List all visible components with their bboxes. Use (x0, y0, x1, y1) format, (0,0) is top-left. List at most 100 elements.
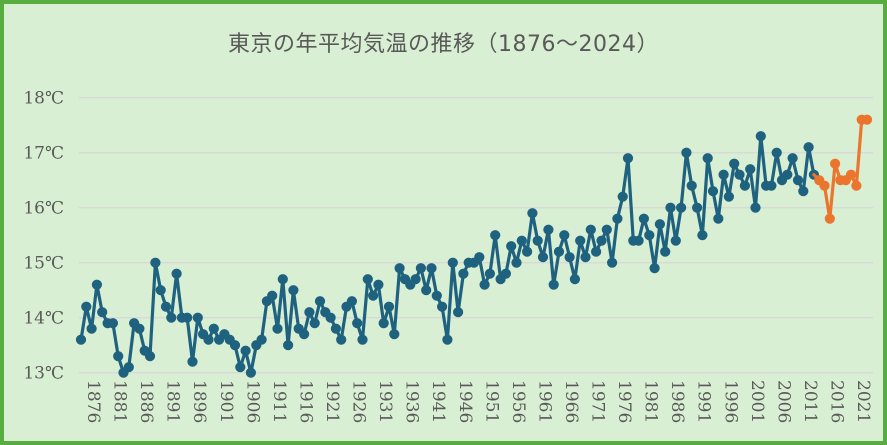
data-point-1994 (702, 153, 713, 164)
x-axis-label-1966: 1966 (561, 380, 581, 423)
data-point-2016 (819, 180, 830, 191)
data-point-1959 (516, 235, 527, 246)
data-point-1965 (548, 279, 559, 290)
x-axis-label-1886: 1886 (136, 380, 156, 423)
data-point-2006 (766, 180, 777, 191)
data-point-1877 (81, 301, 92, 312)
data-point-2011 (792, 175, 804, 186)
data-point-1932 (373, 279, 384, 290)
x-axis-label-1991: 1991 (694, 380, 714, 423)
data-point-1883 (113, 351, 124, 362)
x-axis-label-1961: 1961 (534, 380, 554, 423)
x-axis-label-2006: 2006 (773, 380, 793, 423)
data-point-1941 (421, 285, 432, 296)
data-point-1892 (160, 301, 172, 312)
data-point-1985 (654, 219, 666, 230)
data-point-1997 (718, 169, 729, 180)
data-point-1913 (272, 323, 283, 334)
data-point-1882 (107, 318, 118, 329)
data-point-2021 (846, 169, 857, 180)
data-point-1968 (564, 252, 575, 263)
data-point-1952 (479, 279, 490, 290)
data-point-1973 (591, 246, 602, 257)
x-axis-label-1906: 1906 (242, 380, 262, 423)
data-point-1944 (437, 301, 448, 312)
data-point-1878 (86, 323, 97, 334)
x-axis-label-1881: 1881 (110, 380, 130, 423)
x-axis-label-1976: 1976 (614, 380, 634, 423)
data-point-1953 (484, 268, 495, 279)
x-axis-label-1931: 1931 (375, 380, 395, 423)
x-axis-label-1876: 1876 (83, 380, 103, 423)
data-point-1958 (511, 257, 522, 268)
data-point-1957 (506, 241, 517, 252)
data-point-1919 (304, 307, 315, 318)
data-point-1982 (638, 213, 650, 224)
data-point-1887 (134, 323, 145, 334)
data-point-1995 (707, 186, 719, 197)
x-axis-label-1951: 1951 (481, 380, 501, 423)
data-point-1964 (543, 224, 554, 235)
data-point-2022 (851, 180, 862, 191)
y-axis-label-15: 15℃ (23, 254, 64, 274)
y-axis-label-14: 14℃ (23, 309, 64, 329)
data-point-1998 (723, 191, 735, 202)
data-point-1879 (91, 279, 102, 290)
data-point-1963 (537, 252, 549, 263)
data-point-1933 (378, 318, 389, 329)
y-axis-label-17: 17℃ (23, 144, 64, 164)
x-axis-label-1916: 1916 (295, 380, 315, 423)
x-axis-label-1926: 1926 (349, 380, 369, 423)
x-axis-label-1901: 1901 (216, 380, 236, 423)
data-point-2009 (782, 169, 793, 180)
data-point-1916 (288, 285, 299, 296)
data-point-1898 (192, 312, 203, 323)
data-point-2017 (824, 213, 835, 224)
data-point-1928 (352, 318, 363, 329)
data-point-1925 (336, 334, 347, 345)
data-point-1897 (187, 356, 198, 367)
x-axis-label-1921: 1921 (322, 380, 342, 423)
data-point-1910 (256, 334, 267, 345)
data-point-1966 (553, 246, 565, 257)
data-point-1890 (150, 257, 161, 268)
chart-title: 東京の年平均気温の推移（1876～2024） (228, 32, 659, 57)
data-point-1961 (527, 208, 538, 219)
data-point-1962 (532, 235, 543, 246)
data-point-1940 (415, 263, 426, 274)
data-point-1971 (580, 252, 591, 263)
data-point-1969 (569, 274, 581, 285)
data-point-1960 (522, 246, 533, 257)
data-point-1992 (692, 202, 703, 213)
data-point-1885 (123, 362, 134, 373)
data-point-1906 (235, 362, 246, 373)
y-axis-label-13: 13℃ (23, 364, 64, 384)
data-point-1905 (229, 340, 241, 351)
data-point-2018 (830, 158, 841, 169)
x-axis-label-1986: 1986 (667, 380, 687, 423)
data-point-1918 (299, 329, 310, 340)
x-axis-label-2001: 2001 (747, 380, 767, 423)
data-point-2024 (861, 114, 873, 125)
data-point-1893 (166, 312, 177, 323)
data-point-1946 (447, 257, 458, 268)
data-point-1972 (585, 224, 596, 235)
data-point-1981 (633, 235, 644, 246)
data-point-1967 (559, 230, 570, 241)
data-point-1900 (203, 334, 214, 345)
data-point-1978 (617, 191, 628, 202)
x-axis-label-1956: 1956 (508, 380, 528, 423)
data-point-1990 (681, 147, 692, 158)
data-point-1951 (474, 252, 485, 263)
data-point-2000 (734, 169, 745, 180)
data-point-1979 (622, 153, 634, 164)
data-point-1975 (601, 224, 612, 235)
data-point-1987 (665, 202, 676, 213)
data-point-1993 (697, 230, 708, 241)
data-point-1956 (500, 268, 511, 279)
data-point-2004 (755, 131, 766, 142)
data-point-2003 (750, 202, 761, 213)
data-point-1908 (245, 367, 256, 378)
data-point-1988 (670, 235, 681, 246)
